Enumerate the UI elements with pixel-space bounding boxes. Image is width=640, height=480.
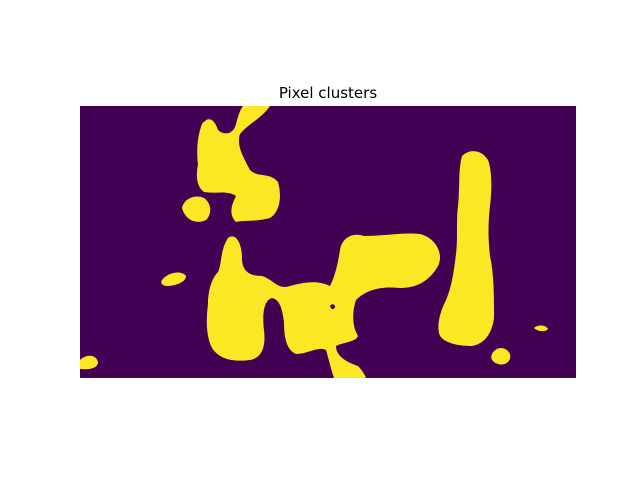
cluster-bottom-left-corner: [80, 355, 98, 370]
heatmap-image: [80, 106, 576, 378]
cluster-small-left: [182, 196, 211, 222]
cluster-small-bottom-right: [491, 348, 511, 365]
cluster-tiny-right: [534, 325, 548, 332]
cluster-central: [206, 233, 440, 378]
chart-title: Pixel clusters: [279, 84, 377, 102]
cluster-tiny-left: [161, 272, 186, 286]
cluster-hole: [330, 304, 335, 310]
cluster-upper-left: [196, 106, 280, 222]
cluster-right-vertical: [438, 151, 494, 346]
